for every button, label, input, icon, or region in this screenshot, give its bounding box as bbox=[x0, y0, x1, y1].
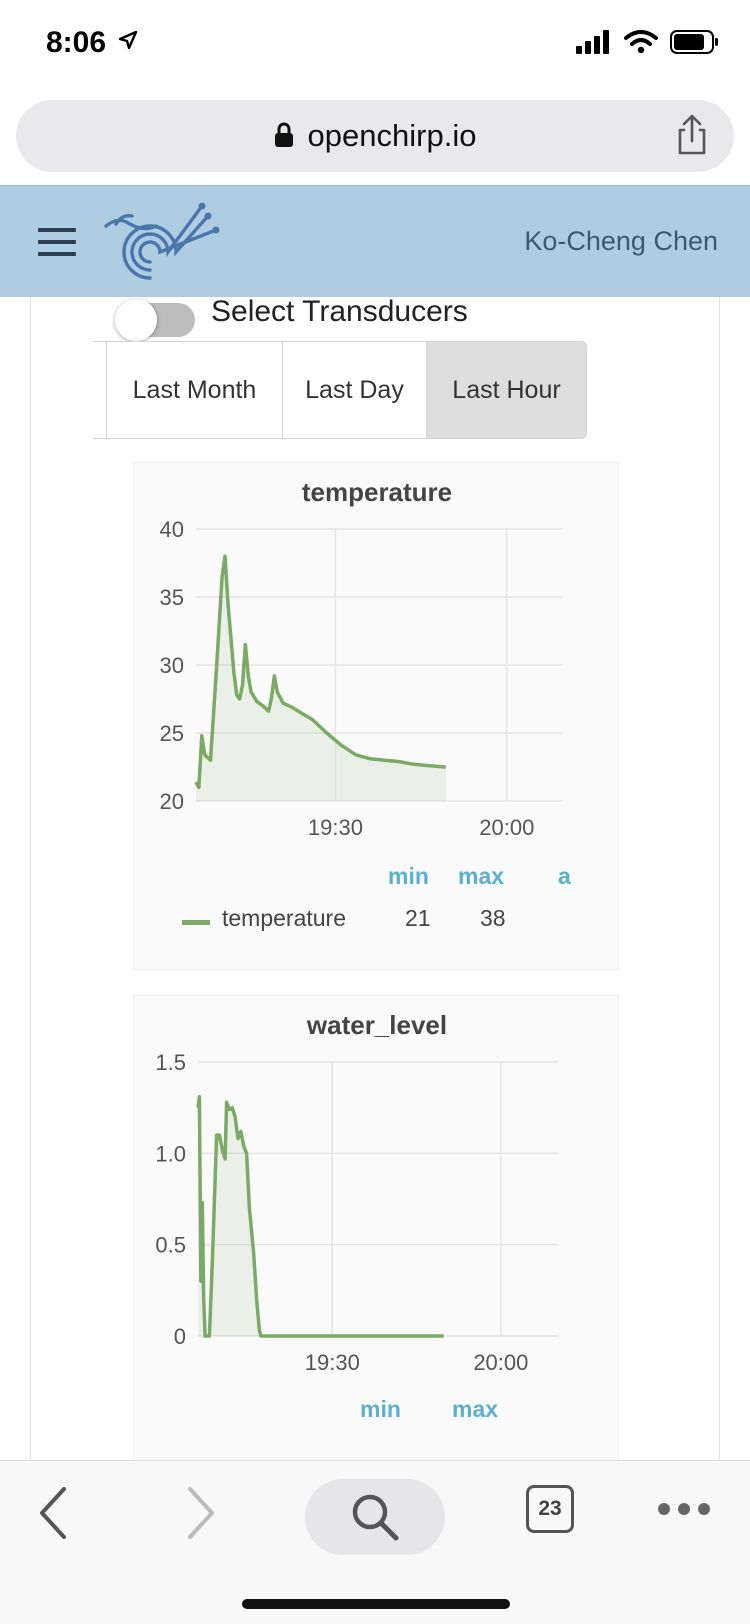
wifi-icon bbox=[624, 30, 658, 54]
y-tick-label: 25 bbox=[160, 721, 184, 746]
y-tick-label: 1.0 bbox=[155, 1141, 186, 1166]
y-tick-label: 20 bbox=[160, 789, 184, 814]
series-line-water_level[interactable] bbox=[196, 1094, 444, 1338]
water-level-chart[interactable]: water_level 0 0.5 1.0 1.5 19:30 20:00 bbox=[134, 996, 620, 1460]
chart-title: water_level bbox=[306, 1010, 447, 1040]
status-time: 8:06 bbox=[46, 26, 138, 60]
y-tick-label: 0 bbox=[174, 1324, 186, 1349]
app-header: Ko-Cheng Chen bbox=[0, 185, 750, 297]
search-button[interactable] bbox=[305, 1479, 445, 1555]
y-tick-label: 40 bbox=[160, 517, 184, 542]
legend-series-name[interactable]: temperature bbox=[222, 905, 347, 931]
menu-icon[interactable] bbox=[38, 228, 76, 256]
y-tick-label: 1.5 bbox=[155, 1050, 186, 1075]
legend-swatch bbox=[182, 920, 210, 925]
browser-toolbar: 23 bbox=[0, 1460, 750, 1624]
series-area-temperature bbox=[196, 556, 446, 801]
legend-max-value: 38 bbox=[480, 905, 506, 931]
range-last-day-button[interactable]: Last Day bbox=[283, 341, 427, 439]
status-indicators bbox=[576, 30, 720, 54]
x-tick-label: 20:00 bbox=[473, 1350, 528, 1375]
y-tick-label: 0.5 bbox=[155, 1233, 186, 1258]
search-icon bbox=[352, 1494, 399, 1541]
temperature-chart-card: temperature 20 25 30 35 40 19:30 20:00 min max … bbox=[133, 462, 619, 970]
series-area-water_level bbox=[198, 1096, 444, 1336]
select-transducers-toggle[interactable] bbox=[115, 299, 195, 341]
forward-arrow-icon[interactable] bbox=[180, 1485, 220, 1541]
url-text: openchirp.io bbox=[307, 118, 477, 153]
series-line-temperature[interactable] bbox=[194, 554, 446, 790]
cellular-signal-icon bbox=[576, 30, 609, 54]
more-options-icon[interactable] bbox=[656, 1501, 712, 1517]
legend-max-header: max bbox=[452, 1396, 499, 1422]
openchirp-logo[interactable] bbox=[104, 202, 222, 286]
y-tick-label: 30 bbox=[160, 653, 184, 678]
location-arrow-icon bbox=[119, 30, 138, 50]
battery-icon bbox=[670, 30, 718, 54]
clock-text: 8:06 bbox=[46, 26, 107, 59]
home-indicator bbox=[242, 1599, 510, 1609]
chart-title: temperature bbox=[302, 477, 452, 507]
toggle-knob[interactable] bbox=[115, 299, 157, 341]
tab-count-button[interactable]: 23 bbox=[526, 1485, 574, 1533]
legend-min-header: min bbox=[360, 1396, 401, 1422]
x-tick-label: 20:00 bbox=[479, 815, 534, 840]
url-display[interactable]: openchirp.io bbox=[16, 118, 734, 154]
legend-min-header: min bbox=[388, 863, 429, 889]
range-last-hour-button[interactable]: Last Hour bbox=[427, 341, 587, 439]
range-last-month-button[interactable]: Last Month bbox=[107, 341, 283, 439]
x-tick-label: 19:30 bbox=[308, 815, 363, 840]
legend-max-header: max bbox=[458, 863, 505, 889]
user-menu[interactable]: Ko-Cheng Chen bbox=[524, 226, 718, 256]
y-tick-label: 35 bbox=[160, 585, 184, 610]
share-icon[interactable] bbox=[674, 114, 710, 156]
legend-min-value: 21 bbox=[405, 905, 431, 931]
range-button-cut-off[interactable] bbox=[93, 341, 107, 439]
select-transducers-label: Select Transducers bbox=[211, 297, 468, 328]
x-tick-label: 19:30 bbox=[305, 1350, 360, 1375]
temperature-chart[interactable]: temperature 20 25 30 35 40 19:30 20:00 bbox=[134, 463, 620, 971]
legend-avg-header: a bbox=[558, 863, 571, 889]
back-arrow-icon[interactable] bbox=[34, 1485, 74, 1541]
time-range-selector: Last Month Last Day Last Hour bbox=[93, 341, 587, 439]
water-level-chart-card: water_level 0 0.5 1.0 1.5 19:30 20:00 min max bbox=[133, 995, 619, 1460]
status-bar: 8:06 bbox=[0, 0, 750, 92]
lock-icon bbox=[274, 122, 293, 147]
address-bar[interactable]: openchirp.io bbox=[16, 100, 734, 172]
page-content: Select Transducers Last Month Last Day L… bbox=[30, 297, 720, 1460]
